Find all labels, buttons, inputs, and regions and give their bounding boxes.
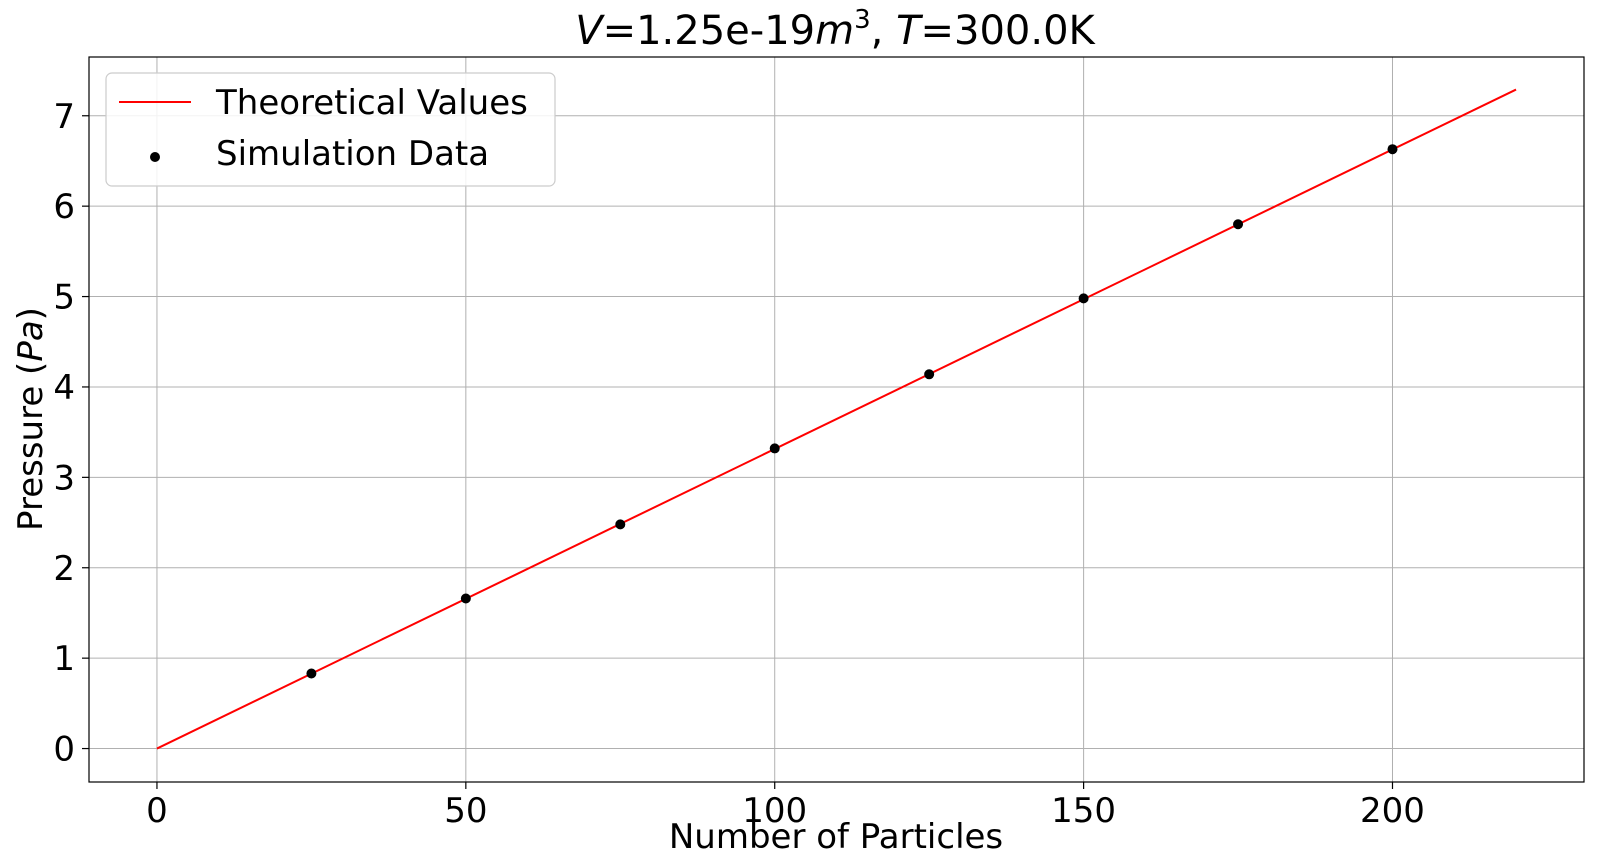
axis-ticks: 0 50 100 150 200 0 1 2 3 4 5 6 7 bbox=[53, 97, 1425, 831]
y-tick-label: 1 bbox=[53, 639, 75, 679]
x-axis-label: Number of Particles bbox=[669, 817, 1003, 857]
legend: Theoretical Values Simulation Data bbox=[105, 72, 556, 187]
plot-area bbox=[156, 88, 1517, 750]
simulation-data-point bbox=[615, 519, 626, 530]
y-axis-label: Pressure (Pa) bbox=[11, 307, 51, 531]
x-tick-label: 200 bbox=[1360, 791, 1425, 831]
simulation-data-point bbox=[924, 369, 935, 380]
x-tick-label: 0 bbox=[146, 791, 168, 831]
legend-label-simulation: Simulation Data bbox=[216, 134, 489, 174]
legend-box bbox=[105, 72, 556, 187]
theoretical-values-line bbox=[156, 88, 1517, 750]
simulation-data-point bbox=[1078, 293, 1089, 304]
y-tick-label: 3 bbox=[53, 458, 75, 498]
simulation-data-point bbox=[306, 668, 317, 679]
chart-title: V=1.25e-19m3, T=300.0K bbox=[575, 5, 1096, 54]
legend-marker-swatch bbox=[150, 152, 160, 162]
x-tick-label: 50 bbox=[444, 791, 487, 831]
y-tick-label: 4 bbox=[53, 368, 75, 408]
y-tick-label: 2 bbox=[53, 549, 75, 589]
y-tick-label: 0 bbox=[53, 730, 75, 770]
simulation-data-point bbox=[1387, 144, 1398, 155]
x-tick-label: 150 bbox=[1051, 791, 1116, 831]
x-tick-label: 100 bbox=[742, 791, 807, 831]
simulation-data-point bbox=[460, 593, 471, 604]
simulation-data-point bbox=[1233, 219, 1244, 230]
legend-label-theoretical: Theoretical Values bbox=[215, 83, 528, 123]
grid bbox=[89, 57, 1584, 782]
simulation-data-point bbox=[769, 443, 780, 454]
y-tick-label: 7 bbox=[53, 97, 75, 137]
y-tick-label: 6 bbox=[53, 187, 75, 227]
plot-frame bbox=[88, 56, 1585, 783]
y-tick-label: 5 bbox=[53, 278, 75, 318]
